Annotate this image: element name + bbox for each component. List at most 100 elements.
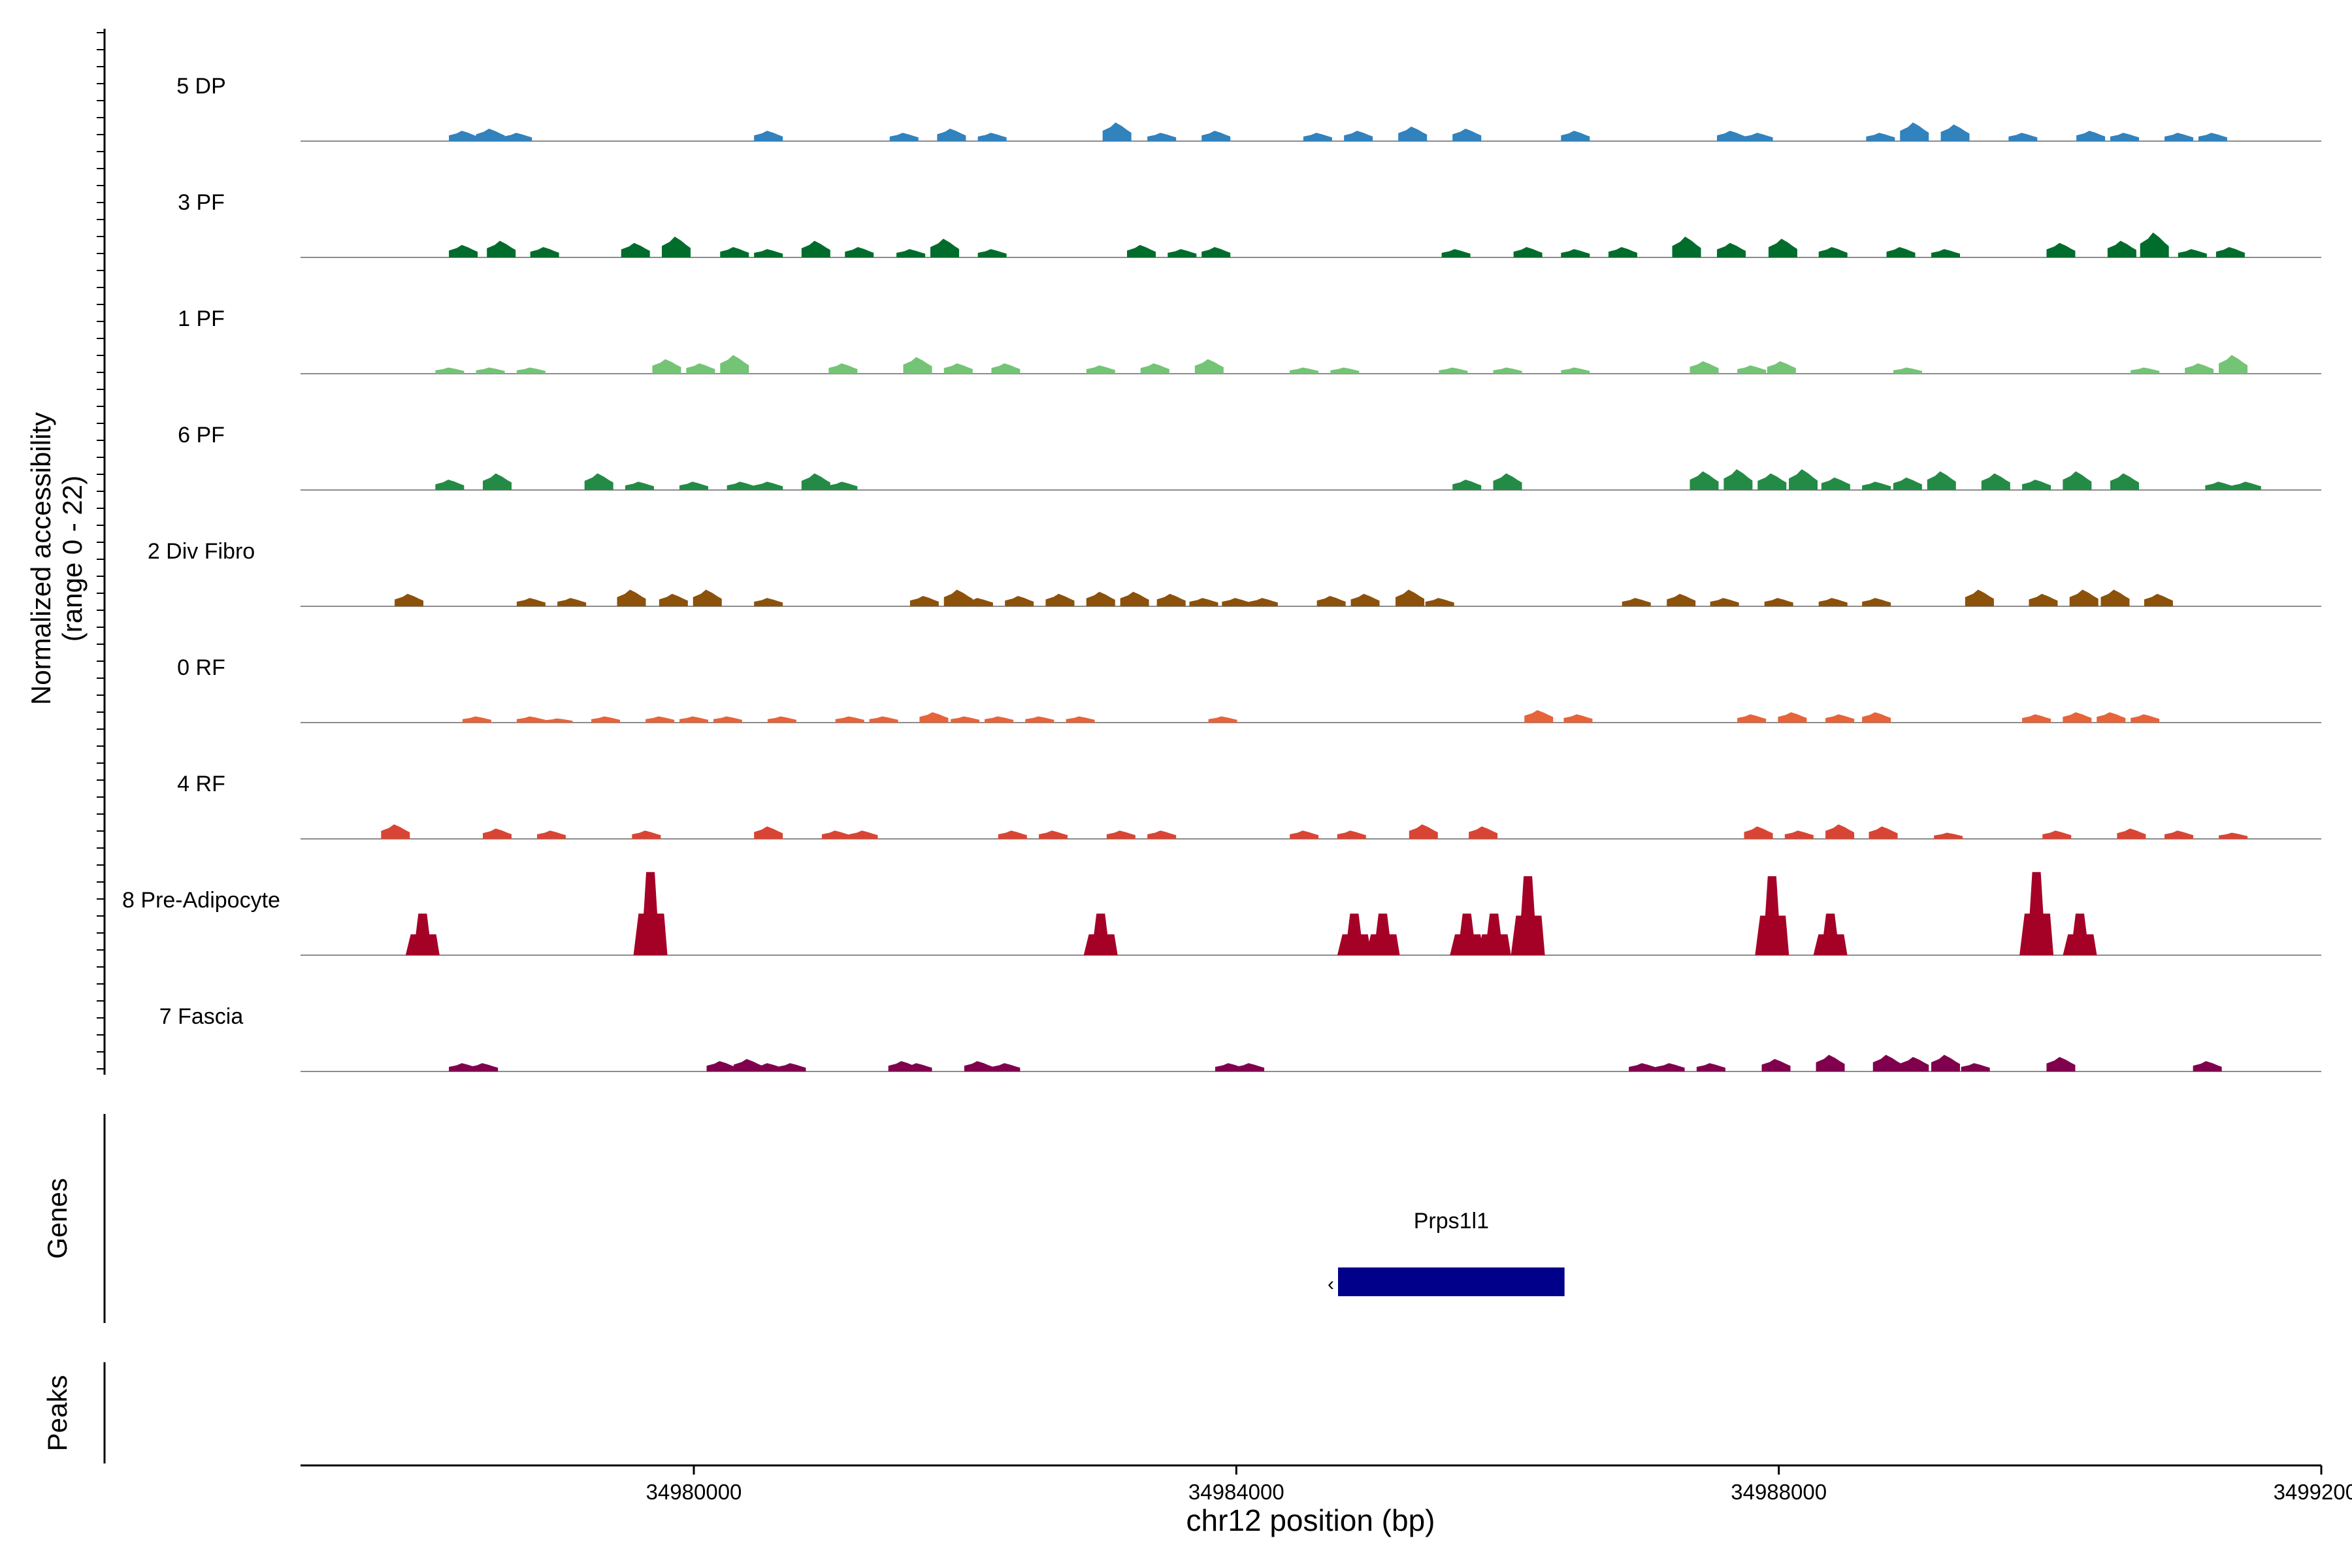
- coverage-peak: [1813, 913, 1848, 955]
- coverage-peak: [659, 593, 688, 606]
- coverage-peak: [869, 716, 898, 723]
- coverage-peak: [1629, 1063, 1658, 1071]
- coverage-peak: [1439, 367, 1468, 374]
- coverage-peak: [1168, 249, 1197, 257]
- coverage-peak: [1934, 832, 1963, 839]
- coverage-peak: [930, 238, 960, 257]
- coverage-peak: [449, 131, 478, 141]
- coverage-peak: [903, 1063, 932, 1071]
- coverage-peak: [2107, 240, 2136, 257]
- coverage-peak: [544, 718, 573, 723]
- coverage-peak: [2022, 480, 2051, 490]
- coverage-peak: [1737, 714, 1767, 723]
- coverage-peak: [1862, 482, 1891, 490]
- coverage-peak: [1563, 714, 1593, 723]
- coverage-peak: [2131, 367, 2160, 374]
- coverage-peak: [537, 830, 566, 839]
- coverage-peak: [754, 482, 783, 490]
- coverage-peak: [381, 824, 410, 839]
- coverage-peak: [2219, 355, 2248, 374]
- coverage-peak: [919, 712, 949, 723]
- coverage-peak: [1493, 367, 1522, 374]
- coverage-peak: [991, 363, 1021, 374]
- x-axis-title: chr12 position (bp): [1186, 1503, 1435, 1537]
- coverage-peak: [1222, 598, 1251, 606]
- coverage-peak: [964, 1061, 993, 1071]
- coverage-peak: [1717, 131, 1746, 141]
- coverage-peak: [621, 242, 650, 257]
- y-axis-title-line1: Normalized accessibility: [25, 412, 56, 705]
- coverage-peak: [1965, 589, 1994, 606]
- coverage-peak: [835, 716, 864, 723]
- coverage-peak: [1672, 237, 1701, 257]
- coverage-peak: [1045, 593, 1075, 606]
- coverage-peak: [1156, 593, 1186, 606]
- coverage-peak: [435, 367, 465, 374]
- coverage-peak: [1235, 1063, 1265, 1071]
- coverage-peak: [632, 830, 661, 839]
- coverage-peak: [2076, 131, 2106, 141]
- gene-strand-arrow-icon: ‹: [1328, 1273, 1334, 1295]
- coverage-peak: [449, 244, 478, 257]
- coverage-peak: [985, 716, 1014, 723]
- coverage-peak: [1825, 824, 1855, 839]
- coverage-peak: [1290, 367, 1319, 374]
- track-label: 3 PF: [178, 190, 225, 215]
- coverage-peak: [516, 716, 546, 723]
- coverage-peak: [1337, 913, 1371, 955]
- coverage-peak: [476, 367, 505, 374]
- coverage-peak: [1981, 473, 2010, 490]
- coverage-peak: [395, 593, 424, 606]
- coverage-peak: [1900, 122, 1929, 141]
- coverage-peak: [633, 872, 668, 955]
- x-tick-label: 34992000: [2274, 1480, 2352, 1504]
- track-label: 7 Fascia: [159, 1004, 244, 1029]
- coverage-peak: [1561, 249, 1590, 257]
- coverage-peak: [845, 247, 874, 257]
- coverage-peak: [977, 133, 1007, 141]
- track-label: 8 Pre-Adipocyte: [122, 888, 280, 913]
- coverage-peak: [1869, 826, 1898, 839]
- coverage-peak: [977, 249, 1007, 257]
- coverage-peak: [1893, 477, 1922, 490]
- coverage-peak: [1737, 365, 1767, 374]
- coverage-peak: [1140, 363, 1169, 374]
- y-axis-title-line2: (range 0 - 22): [57, 476, 88, 642]
- coverage-peak: [1789, 469, 1818, 490]
- coverage-peak: [1764, 598, 1793, 606]
- coverage-peak: [754, 598, 783, 606]
- coverage-tracks: 5 DP 3 PF 1 PF 6 PF 2 Div Fibro 0 RF 4 RF 8 Pre…: [122, 74, 2321, 1072]
- track-label: 4 RF: [177, 772, 225, 796]
- coverage-peak: [1723, 469, 1753, 490]
- coverage-peak: [435, 480, 465, 490]
- coverage-peak: [754, 1063, 783, 1071]
- coverage-peak: [530, 247, 559, 257]
- coverage-peak: [1365, 913, 1400, 955]
- coverage-peak: [1337, 830, 1366, 839]
- coverage-peak: [693, 589, 722, 606]
- coverage-peak: [706, 1061, 736, 1071]
- coverage-peak: [849, 830, 878, 839]
- coverage-peak: [1511, 876, 1545, 955]
- coverage-peak: [516, 367, 546, 374]
- coverage-peak: [1778, 712, 1807, 723]
- coverage-peak: [1656, 1063, 1685, 1071]
- coverage-peak: [1608, 247, 1637, 257]
- coverage-peak: [2042, 830, 2072, 839]
- coverage-peak: [482, 828, 512, 839]
- coverage-peak: [2198, 133, 2227, 141]
- coverage-peak: [652, 359, 681, 374]
- coverage-peak: [1667, 593, 1696, 606]
- coverage-peak: [1194, 359, 1224, 374]
- coverage-peak: [801, 473, 830, 490]
- coverage-peak: [2205, 482, 2234, 490]
- coverage-peak: [1561, 367, 1590, 374]
- coverage-peak: [516, 598, 546, 606]
- coverage-peak: [727, 482, 756, 490]
- coverage-peak: [1249, 598, 1278, 606]
- coverage-peak: [713, 716, 742, 723]
- coverage-peak: [1493, 473, 1522, 490]
- coverage-peak: [1818, 247, 1848, 257]
- coverage-peak: [1396, 589, 1425, 606]
- coverage-peak: [720, 355, 749, 374]
